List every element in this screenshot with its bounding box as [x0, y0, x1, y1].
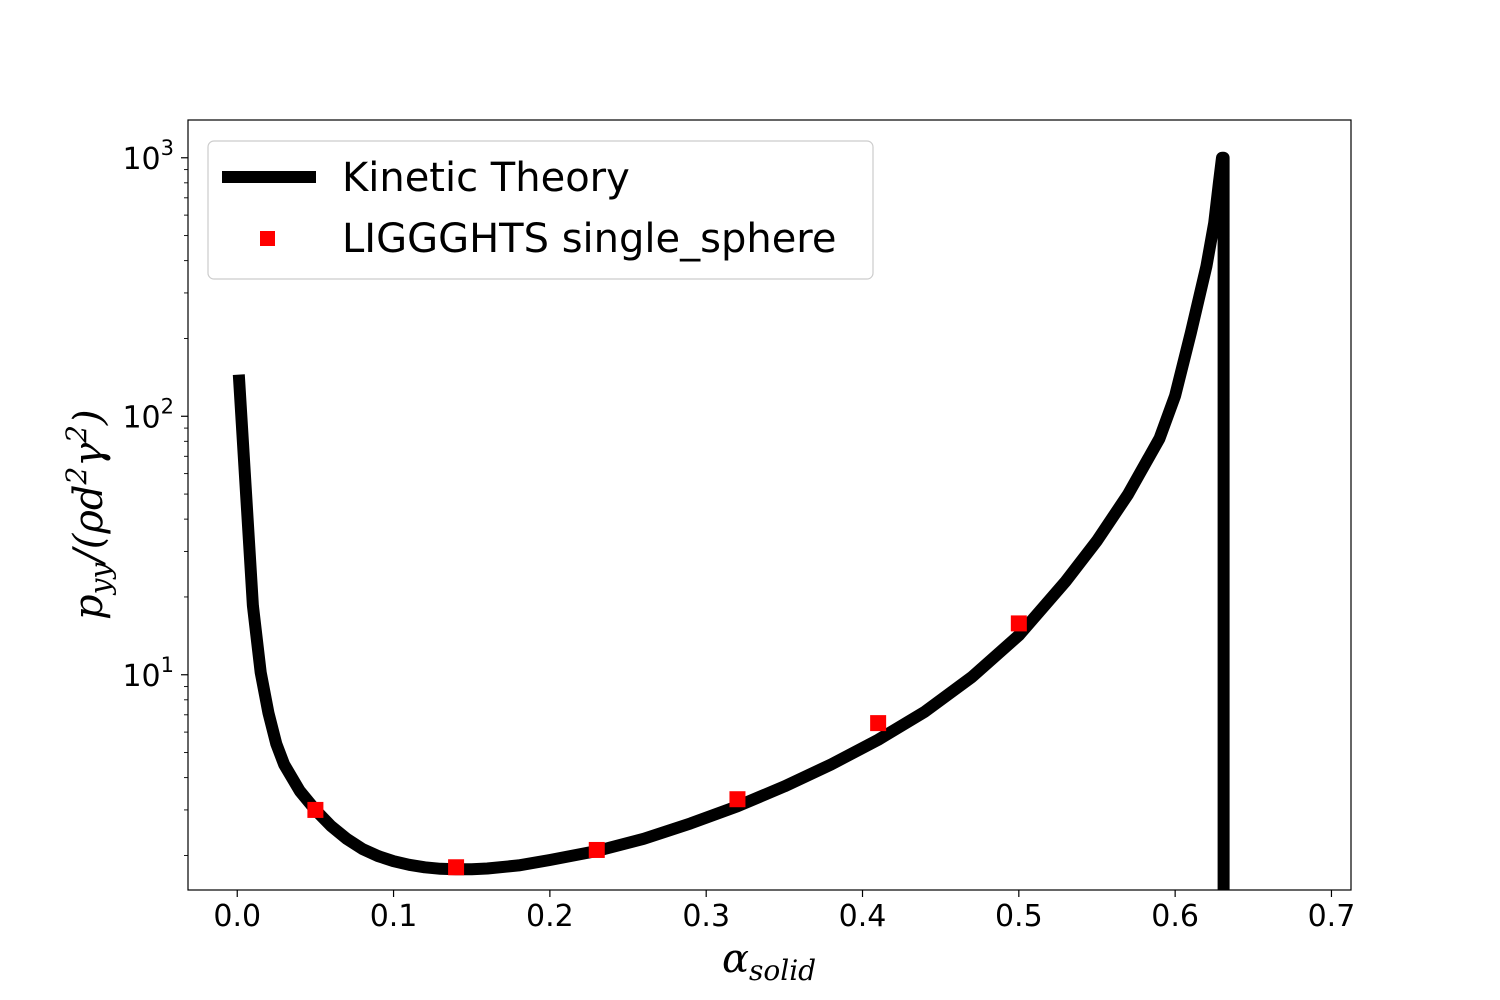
data-point-liggghts [729, 791, 746, 808]
x-tick-label: 0.2 [526, 899, 574, 934]
data-point-liggghts [448, 859, 465, 876]
legend-box [207, 140, 874, 280]
x-axis-ticks: 0.0 0.1 0.2 0.3 0.4 0.5 0.6 0.7 [213, 890, 1355, 934]
y-tick-label: 101 [122, 653, 174, 694]
x-tick-label: 0.6 [1151, 899, 1199, 934]
x-tick-label: 0.7 [1308, 899, 1356, 934]
x-axis-label-base: α [722, 936, 749, 982]
y-axis-label-close: ) [66, 409, 112, 426]
legend-label-liggghts: LIGGGHTS single_sphere [342, 216, 836, 262]
legend: Kinetic Theory LIGGGHTS single_sphere [207, 140, 874, 280]
x-axis-label: αsolid [722, 936, 816, 987]
y-axis-label-mid: γ [66, 443, 112, 467]
y-axis-label-p: p [66, 594, 112, 620]
data-point-liggghts [588, 841, 605, 858]
y-axis-label-rest: /(ρd [66, 485, 112, 567]
y-axis-label-sup2: 2 [60, 425, 93, 444]
y-axis-label: pyy/(ρd2γ2) [60, 409, 117, 620]
x-tick-label: 0.3 [682, 899, 730, 934]
legend-label-kinetic-theory: Kinetic Theory [342, 155, 630, 201]
y-tick-label: 103 [122, 136, 174, 177]
data-point-liggghts [1010, 615, 1027, 632]
data-point-liggghts [307, 801, 324, 818]
legend-marker-swatch [260, 231, 275, 246]
y-tick-label: 102 [122, 394, 174, 435]
plot-area-frame [187, 119, 1352, 891]
x-tick-label: 0.1 [370, 899, 418, 934]
y-axis-ticks: 101 102 103 [122, 136, 188, 856]
y-axis-label-sub: yy [84, 562, 117, 597]
x-axis-label-sub: solid [749, 954, 816, 987]
x-tick-label: 0.5 [995, 899, 1043, 934]
y-axis-label-sup1: 2 [60, 467, 93, 486]
marker-layer [307, 615, 1027, 876]
x-tick-label: 0.4 [839, 899, 887, 934]
data-point-liggghts [870, 715, 887, 732]
x-tick-label: 0.0 [213, 899, 261, 934]
